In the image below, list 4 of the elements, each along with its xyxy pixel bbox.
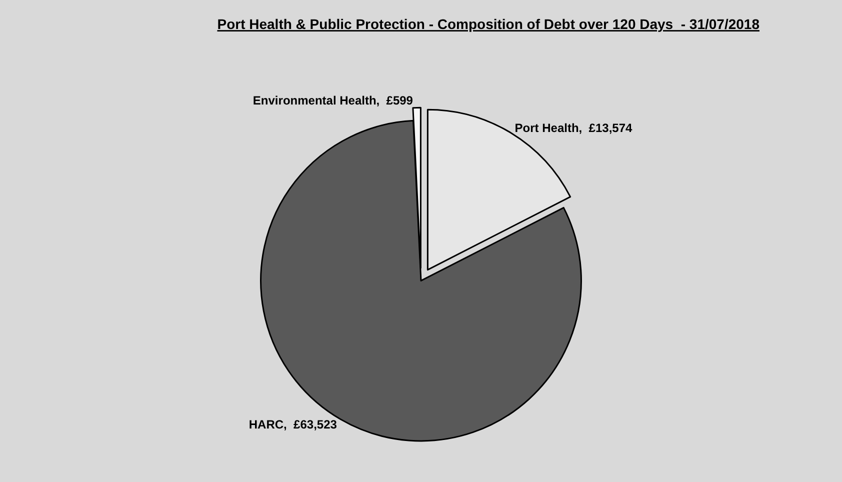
slice-label: Port Health, £13,574 <box>514 121 632 135</box>
slice-label: Environmental Health, £599 <box>252 94 414 108</box>
slice-label: HARC, £63,523 <box>248 418 338 432</box>
chart-title: Port Health & Public Protection - Composition of Debt over 120 Days - 31/07/2018 <box>217 16 760 32</box>
